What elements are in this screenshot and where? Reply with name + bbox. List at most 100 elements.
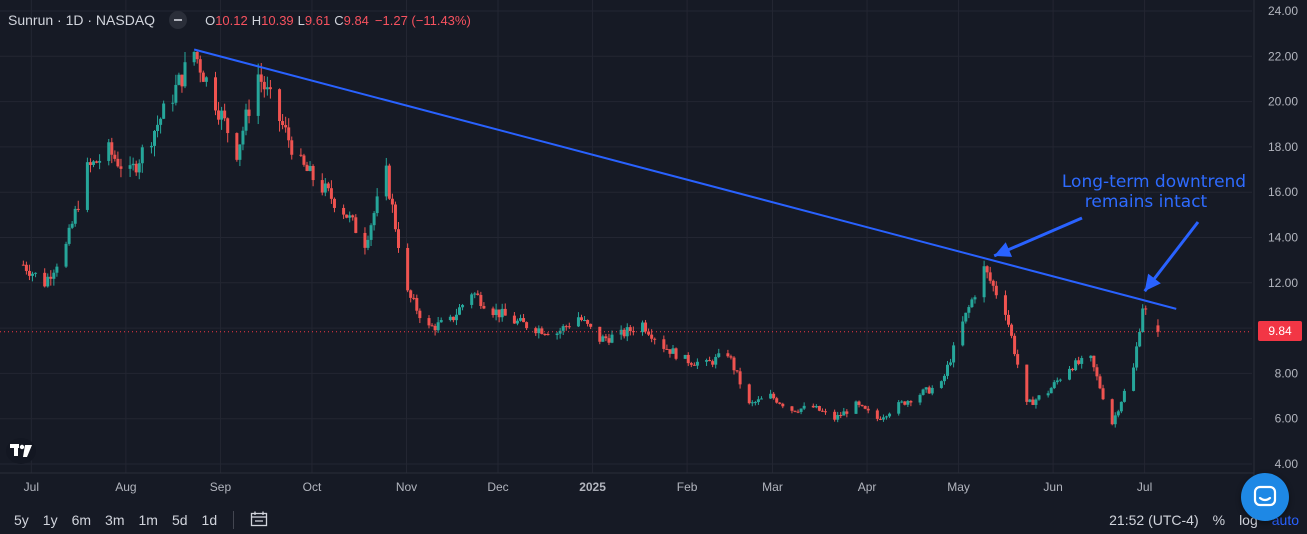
x-tick-label: Aug [115,480,136,494]
candle-body [564,326,568,328]
clock-time[interactable]: 21:52 (UTC-4) [1109,512,1199,528]
candle-body [683,354,687,359]
range-button-1m[interactable]: 1m [138,512,158,528]
candle-body [903,401,907,405]
candle-body [735,370,739,372]
high-label: H [251,12,262,28]
candle-body [942,375,946,382]
candle-body [854,401,858,414]
candle-body [27,270,31,276]
y-tick-label: 8.00 [1275,366,1299,380]
annotation-text-line2[interactable]: remains intact [1085,192,1208,212]
candle-body [1156,325,1160,332]
time-axis[interactable]: Jul Aug Sep Oct Nov Dec 2025 Feb Mar Apr May Jun Jul [0,472,1254,494]
candle-body [576,317,580,327]
candle-body [796,411,800,413]
candle-body [641,322,644,333]
price-axis[interactable]: 24.0022.0020.0018.0016.0014.0012.0010.00… [1253,0,1299,506]
candle-body [732,357,736,371]
candle-body [387,165,391,199]
candle-body [863,405,867,409]
candle-body [988,272,992,281]
candle-body [171,102,175,104]
candle-body [491,308,495,316]
x-tick-label: Nov [396,480,417,494]
candle-body [220,110,224,120]
range-button-1y[interactable]: 1y [42,512,58,528]
candle-body [1116,411,1120,416]
range-button-1d[interactable]: 1d [201,512,218,528]
collapse-legend-button[interactable] [169,11,188,29]
candle-body [1138,331,1142,347]
range-button-5y[interactable]: 5y [14,512,29,528]
candle-body [689,363,693,365]
annotation-text-line1[interactable]: Long-term downtrend [1062,172,1246,192]
candle-body [235,133,239,160]
candle-body [1034,399,1038,405]
candle-body [1077,360,1081,364]
candle-body [982,266,986,298]
y-tick-label: 12.00 [1268,276,1298,290]
range-button-6m[interactable]: 6m [71,512,92,528]
candle-body [845,411,849,414]
candle-body [927,387,931,394]
candle-body [799,408,803,412]
range-button-5d[interactable]: 5d [171,512,188,528]
x-tick-label: Sep [210,480,232,494]
candle-body [793,410,797,412]
candle-body [946,364,949,376]
candle-body [278,89,282,122]
tradingview-logo-icon[interactable] [6,438,36,464]
candle-body [476,293,480,295]
candle-body [665,348,669,350]
x-tick-label: Jul [24,480,39,494]
candle-body [31,273,34,276]
chat-support-icon[interactable] [1241,473,1289,521]
percent-scale-button[interactable]: % [1212,512,1226,528]
candle-body [695,361,699,366]
candle-body [1080,358,1084,364]
candle-body [711,361,715,365]
candle-body [482,305,486,309]
range-button-3m[interactable]: 3m [105,512,125,528]
y-tick-label: 16.00 [1268,185,1298,199]
candle-body [418,310,422,319]
candle-body [406,247,410,291]
candle-body [1110,399,1114,425]
candle-body [540,328,544,335]
candle-body [952,345,956,363]
candle-body [458,307,461,315]
candle-body [580,317,583,321]
candle-body [1098,376,1102,389]
toolbar-divider [233,511,235,529]
calendar-range-icon[interactable] [250,511,268,530]
price-chart[interactable]: 24.0022.0020.0018.0016.0014.0012.0010.00… [0,0,1307,506]
candle-body [839,415,843,417]
candle-body [436,322,440,331]
candle-body [1071,368,1075,371]
candle-body [397,229,400,248]
candle-body [43,272,47,287]
open-label: O [205,12,216,28]
candle-body [281,121,285,126]
candle-body [290,140,294,155]
y-tick-label: 4.00 [1275,457,1299,471]
downtrend-line[interactable] [193,48,1177,310]
candle-body [1007,314,1010,325]
candle-body [671,348,675,354]
x-tick-label: Feb [677,480,698,494]
candle-body [265,87,269,90]
candle-body [226,118,230,134]
candle-body [985,266,989,273]
x-tick-label: Mar [762,480,783,494]
symbol-title[interactable]: Sunrun · 1D · NASDAQ [8,12,156,28]
candle-body [137,163,141,173]
candle-body [415,298,419,311]
candle-body [448,316,452,321]
candle-body [772,393,776,399]
x-tick-label: Jun [1043,480,1062,494]
candle-body [1141,308,1145,332]
y-tick-label: 20.00 [1268,95,1298,109]
candle-body [991,280,995,286]
candle-body [522,318,526,323]
